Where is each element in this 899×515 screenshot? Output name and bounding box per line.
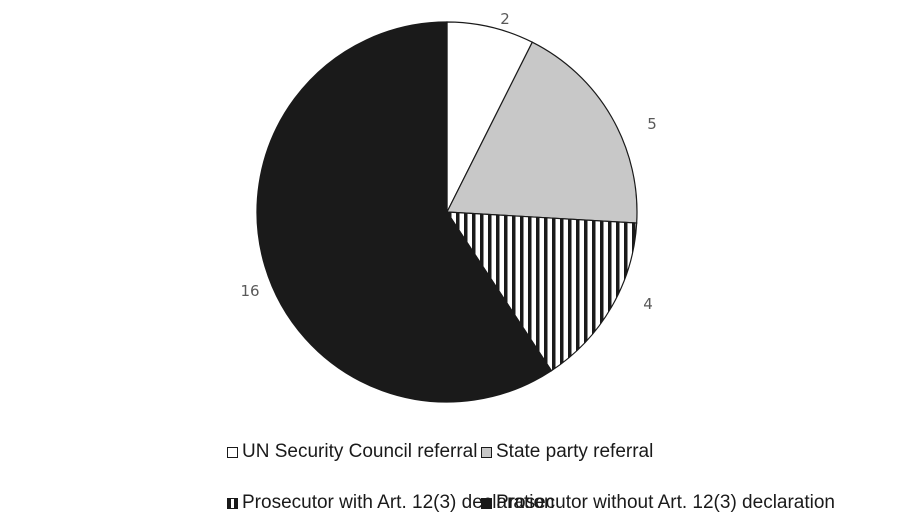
- data-label: 4: [643, 295, 653, 313]
- legend-item-prosecutor-with-declaration: Prosecutor with Art. 12(3) declaration: [227, 492, 555, 514]
- pie-slice-state-party-referral: [446, 41, 638, 224]
- legend-item-un-security-council: UN Security Council referral: [227, 441, 477, 463]
- legend-swatch-gray: [481, 446, 492, 458]
- legend-swatch-white: [227, 446, 238, 458]
- pie-data-labels: 2 5 4 16: [240, 10, 656, 313]
- legend-swatch-striped: [227, 497, 238, 509]
- legend-swatch-black: [481, 497, 492, 509]
- data-label: 16: [240, 282, 259, 300]
- legend-label: State party referral: [496, 441, 654, 462]
- legend-label: UN Security Council referral: [242, 441, 478, 462]
- legend-item-prosecutor-without-declaration: Prosecutor without Art. 12(3) declaratio…: [481, 492, 835, 514]
- legend-item-state-party: State party referral: [481, 441, 653, 463]
- data-label: 5: [647, 115, 657, 133]
- pie-slices: [256, 21, 638, 403]
- legend-label: Prosecutor without Art. 12(3) declaratio…: [496, 492, 836, 513]
- pie-slice-prosecutor-without-art-12-3-declaration: [256, 21, 553, 403]
- legend-label: Prosecutor with Art. 12(3) declaration: [242, 492, 555, 513]
- data-label: 2: [500, 10, 510, 28]
- pie-slice-prosecutor-with-art-12-3-declaration: [445, 211, 638, 372]
